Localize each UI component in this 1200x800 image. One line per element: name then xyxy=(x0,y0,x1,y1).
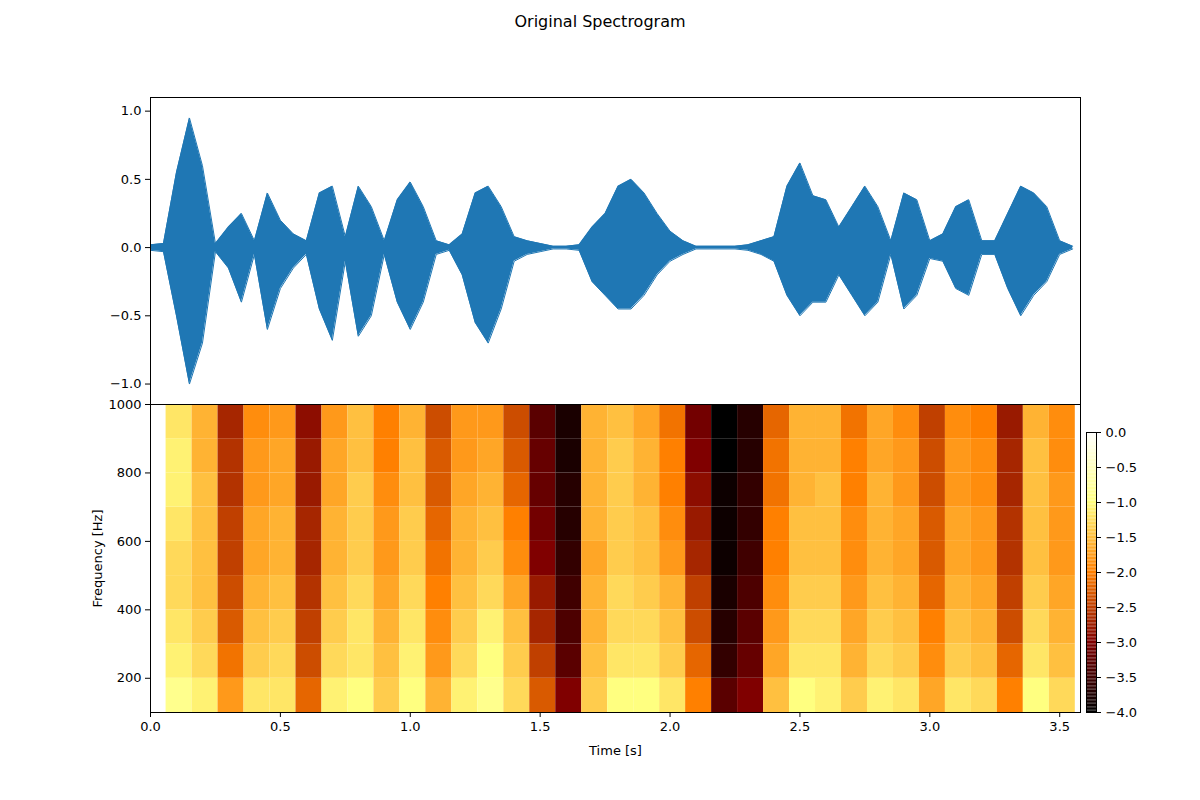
svg-text:0.5: 0.5 xyxy=(121,172,142,187)
svg-text:−2.5: −2.5 xyxy=(1106,600,1138,615)
svg-text:−3.5: −3.5 xyxy=(1106,670,1138,685)
svg-text:−1.0: −1.0 xyxy=(110,376,142,391)
svg-text:Frequency [Hz]: Frequency [Hz] xyxy=(90,509,105,607)
html-text:Original Spectrogram: Original Spectrogram xyxy=(514,12,686,31)
svg-text:400: 400 xyxy=(117,602,142,617)
svg-text:−3.0: −3.0 xyxy=(1106,635,1138,650)
svg-text:0.0: 0.0 xyxy=(121,240,142,255)
svg-text:0.5: 0.5 xyxy=(270,719,291,734)
svg-text:2.5: 2.5 xyxy=(790,719,811,734)
svg-text:−1.5: −1.5 xyxy=(1106,530,1138,545)
svg-text:3.5: 3.5 xyxy=(1049,719,1070,734)
svg-text:3.0: 3.0 xyxy=(919,719,940,734)
svg-text:−2.0: −2.0 xyxy=(1106,565,1138,580)
svg-text:1.0: 1.0 xyxy=(121,103,142,118)
svg-text:0.0: 0.0 xyxy=(1106,425,1127,440)
svg-text:200: 200 xyxy=(117,670,142,685)
svg-text:1000: 1000 xyxy=(108,397,141,412)
svg-text:600: 600 xyxy=(117,534,142,549)
svg-text:Time [s]: Time [s] xyxy=(588,743,642,758)
svg-text:800: 800 xyxy=(117,465,142,480)
svg-text:−4.0: −4.0 xyxy=(1106,705,1138,720)
svg-text:2.0: 2.0 xyxy=(660,719,681,734)
svg-text:0.0: 0.0 xyxy=(140,719,161,734)
svg-text:−0.5: −0.5 xyxy=(1106,460,1138,475)
svg-text:−1.0: −1.0 xyxy=(1106,495,1138,510)
svg-text:−0.5: −0.5 xyxy=(110,308,142,323)
svg-text:1.0: 1.0 xyxy=(400,719,421,734)
svg-text:1.5: 1.5 xyxy=(530,719,551,734)
